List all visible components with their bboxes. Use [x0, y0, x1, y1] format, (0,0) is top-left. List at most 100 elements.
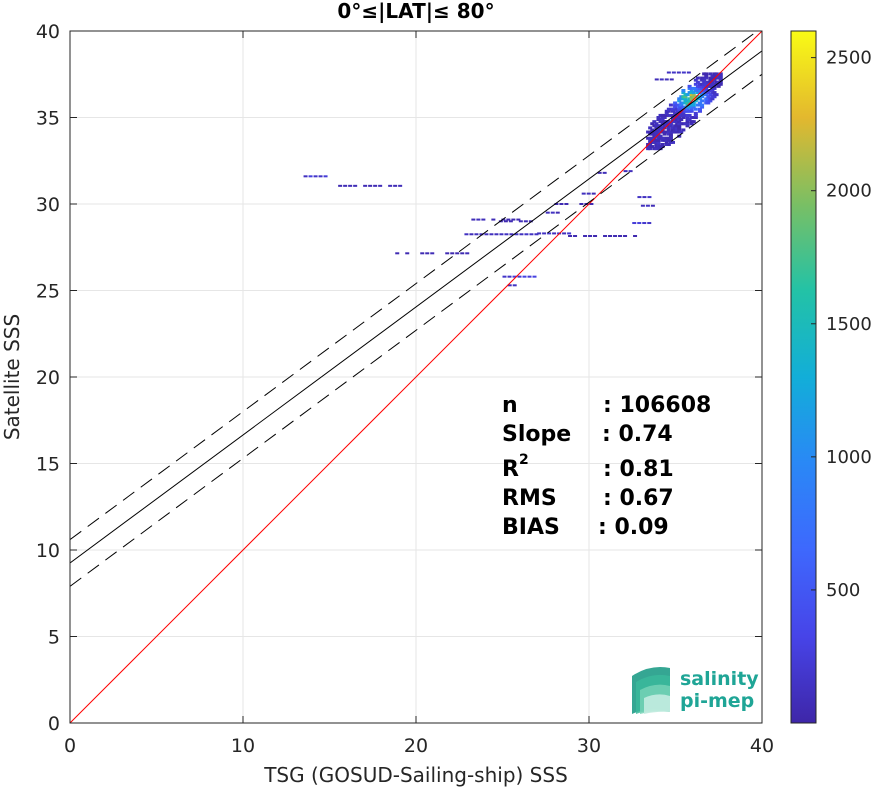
scatter-point [658, 147, 663, 151]
scatter-point [662, 136, 667, 140]
scatter-point [648, 136, 653, 140]
scatter-point [704, 76, 709, 80]
scatter-point [693, 89, 698, 93]
scatter-point [677, 107, 682, 111]
scatter-point [702, 80, 707, 84]
scatter-point [650, 132, 655, 136]
scatter-point [668, 122, 673, 126]
scatter-point [700, 86, 705, 90]
stat-slope-label: Slope [502, 422, 571, 447]
scatter-point [679, 113, 684, 117]
scatter-point [695, 80, 700, 84]
scatter-point [710, 84, 715, 88]
scatter-point [693, 116, 698, 119]
scatter-point [642, 196, 647, 199]
scatter-point [700, 78, 705, 82]
scatter-point [677, 126, 682, 130]
scatter-point [685, 107, 690, 111]
scatter-point [693, 99, 698, 103]
scatter-point [700, 91, 705, 95]
stat-bias-label: BIAS [502, 515, 560, 540]
scatter-point [681, 89, 686, 93]
scatter-point [668, 134, 673, 138]
scatter-point [660, 113, 665, 117]
scatter-point [378, 184, 383, 187]
scatter-point [689, 91, 694, 95]
scatter-point [554, 203, 559, 205]
scatter-point [702, 72, 707, 76]
scatter-point [673, 128, 678, 132]
x-axis-title: TSG (GOSUD-Sailing-ship) SSS [263, 763, 568, 787]
scatter-point [710, 86, 715, 90]
scatter-point [668, 124, 673, 128]
scatter-point [660, 142, 665, 146]
scatter-point [656, 134, 661, 138]
scatter-point [697, 82, 702, 86]
scatter-point [654, 147, 659, 151]
scatter-point [664, 136, 669, 140]
scatter-point [632, 222, 637, 225]
scatter-point [567, 232, 572, 235]
scatter-point [323, 175, 328, 178]
scatter-point [666, 71, 671, 74]
scatter-point [527, 275, 532, 278]
scatter-point [677, 124, 682, 128]
scatter-point [677, 105, 682, 109]
scatter-point [716, 80, 721, 84]
scatter-point [691, 95, 696, 99]
scatter-point [691, 101, 696, 105]
scatter-point [689, 97, 694, 101]
scatter-point [712, 78, 717, 82]
scatter-point [718, 78, 723, 82]
scatter-point [687, 118, 692, 122]
scatter-point [691, 105, 696, 109]
colorbar-tick-label: 1000 [826, 447, 872, 468]
scatter-point [673, 126, 678, 130]
scatter-point [708, 93, 713, 97]
stat-rms-value: : 0.67 [603, 486, 674, 511]
scatter-point [303, 175, 308, 178]
scatter-point [716, 76, 721, 80]
scatter-point [681, 101, 686, 105]
scatter-point [484, 233, 489, 236]
upper-bound-line [70, 31, 759, 541]
scatter-point [677, 109, 682, 113]
x-tick-label: 30 [577, 735, 601, 757]
scatter-point [689, 105, 694, 109]
scatter-point [425, 252, 430, 255]
scatter-point [597, 171, 602, 174]
scatter-point [681, 105, 686, 109]
scatter-point [647, 196, 652, 199]
scatter-point [652, 124, 657, 128]
scatter-point [656, 147, 661, 151]
scatter-point [693, 78, 698, 82]
scatter-point [656, 130, 661, 134]
colorbar-tick-label: 500 [826, 580, 860, 601]
scatter-point [683, 113, 688, 117]
scatter-point [679, 105, 684, 109]
scatter-point [504, 233, 509, 236]
scatter-point [313, 175, 318, 178]
scatter-point [708, 78, 713, 82]
scatter-point [700, 76, 705, 80]
scatter-point [654, 145, 659, 149]
scatter-point [671, 113, 676, 117]
scatter-point [708, 97, 713, 101]
scatter-point [677, 128, 682, 132]
stat-n-label: n [502, 393, 518, 418]
scatter-point [660, 136, 665, 140]
scatter-point [710, 89, 715, 93]
scatter-point [708, 82, 713, 86]
scatter-point [652, 120, 657, 124]
scatter-point [662, 113, 667, 117]
scatter-point [618, 235, 623, 238]
scatter-point [662, 116, 667, 119]
scatter-point [529, 233, 534, 236]
scatter-point [564, 203, 569, 205]
y-axis-title: Satellite SSS [0, 314, 24, 440]
scatter-point [547, 232, 552, 235]
scatter-point [671, 126, 676, 130]
scatter-point [700, 82, 705, 86]
scatter-point [666, 142, 671, 146]
scatter-point [695, 95, 700, 99]
